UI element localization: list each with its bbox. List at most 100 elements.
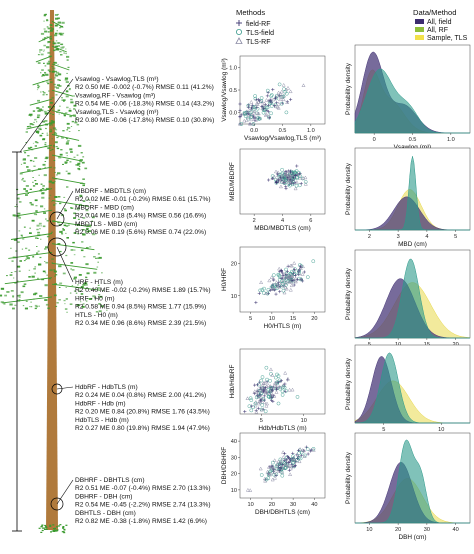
y-axis-label: Hdb/HdbRF xyxy=(229,365,236,399)
density-panel-3: 5101520H0 (m)Probability density xyxy=(345,249,471,356)
scatter-point-tls-field xyxy=(259,378,264,383)
scatter-point-tls-rf xyxy=(274,169,278,174)
foliage-dot xyxy=(36,142,39,144)
foliage-dot xyxy=(14,271,17,273)
foliage-dot xyxy=(56,136,59,139)
foliage-dot xyxy=(60,54,63,56)
foliage-dot xyxy=(25,255,29,258)
foliage-dot xyxy=(63,115,66,117)
scatter-point-tls-rf xyxy=(264,291,268,295)
x-tick-label: 10 xyxy=(301,418,307,424)
scatter-point-tls-rf xyxy=(258,388,263,392)
scatter-point-tls-field xyxy=(294,183,299,188)
scatter-point-tls-rf xyxy=(302,454,307,458)
branch xyxy=(29,98,53,106)
scatter-point-field-rf xyxy=(286,264,290,268)
annotation-ring xyxy=(47,237,67,257)
foliage-dot xyxy=(85,229,87,231)
foliage-dot xyxy=(61,232,63,234)
scatter-point-field-rf xyxy=(279,379,283,383)
branch xyxy=(23,144,53,152)
foliage-dot xyxy=(45,156,48,158)
scatter-point-field-rf xyxy=(285,270,289,274)
y-axis-label: Vsawlog/Vsawlog (m³) xyxy=(221,58,228,122)
foliage-dot xyxy=(51,124,53,126)
x-tick-label: 6 xyxy=(309,218,312,224)
foliage-dot xyxy=(29,123,33,125)
scatter-point-tls-rf xyxy=(282,178,286,183)
scatter-point-tls-rf xyxy=(269,275,274,279)
foliage-dot xyxy=(49,121,52,124)
scatter-point-field-rf xyxy=(298,264,302,268)
foliage-dot xyxy=(57,21,61,24)
methods-legend: Methods field-RF TLS-field TLS-RF xyxy=(235,8,274,46)
foliage-dot xyxy=(54,275,56,277)
scatter-point-field-rf xyxy=(296,278,300,282)
annotation-leader-line xyxy=(19,78,74,153)
scatter-point-field-rf xyxy=(298,172,302,176)
foliage-dot xyxy=(46,19,49,22)
ground-foliage xyxy=(59,524,62,526)
x-tick-label: 0.5 xyxy=(409,137,417,143)
scatter-point-tls-rf xyxy=(303,181,308,186)
scatter-point-tls-rf xyxy=(285,275,290,280)
foliage-dot xyxy=(39,49,43,51)
scatter-point-tls-rf xyxy=(292,261,297,265)
scatter-point-tls-rf xyxy=(288,287,293,292)
branch xyxy=(51,243,95,251)
foliage-dot xyxy=(47,60,51,63)
annotation-leader-line xyxy=(56,386,74,390)
foliage-dot xyxy=(38,222,42,225)
foliage-dot xyxy=(45,261,49,264)
foliage-dot xyxy=(78,165,81,167)
foliage-dot xyxy=(49,128,52,131)
foliage-dot xyxy=(43,44,46,47)
foliage-dot xyxy=(43,14,46,16)
foliage-dot xyxy=(44,272,47,274)
foliage-dot xyxy=(80,249,84,252)
foliage-dot xyxy=(36,130,40,133)
foliage-dot xyxy=(69,148,73,151)
foliage-dot xyxy=(98,310,102,313)
scatter-point-field-rf xyxy=(260,104,264,108)
scatter-point-field-rf xyxy=(255,383,259,387)
scatter-point-tls-rf xyxy=(285,376,290,381)
foliage-dot xyxy=(25,258,27,260)
foliage-dot xyxy=(59,105,61,107)
foliage-dot xyxy=(77,296,79,298)
foliage-dot xyxy=(18,201,22,203)
annotation-line: HTLS - H0 (m) xyxy=(75,312,118,319)
scatter-point-field-rf xyxy=(284,272,288,276)
foliage-dot xyxy=(57,221,60,224)
foliage-dot xyxy=(85,263,89,266)
foliage-dot xyxy=(57,196,61,198)
scatter-point-tls-field xyxy=(271,460,275,465)
foliage-dot xyxy=(63,208,66,210)
scatter-point-tls-field xyxy=(271,273,276,277)
scatter-point-tls-rf xyxy=(249,117,254,122)
scatter-point-tls-rf xyxy=(289,275,294,280)
scatter-point-field-rf xyxy=(262,394,267,398)
foliage-dot xyxy=(40,205,44,208)
foliage-dot xyxy=(58,287,61,288)
foliage-dot xyxy=(78,130,80,132)
branch xyxy=(51,177,86,185)
scatter-point-field-rf xyxy=(296,448,301,452)
foliage-dot xyxy=(33,293,36,296)
scatter-point-tls-rf xyxy=(269,465,274,469)
foliage-dot xyxy=(0,301,4,304)
scatter-point-tls-rf xyxy=(287,387,292,392)
foliage-dot xyxy=(47,27,51,30)
foliage-dot xyxy=(64,77,69,80)
scatter-point-tls-field xyxy=(239,122,244,126)
foliage-dot xyxy=(16,295,20,297)
foliage-dot xyxy=(44,299,48,301)
scatter-point-tls-rf xyxy=(289,180,294,184)
foliage-dot xyxy=(55,74,59,77)
foliage-dot xyxy=(91,220,93,222)
foliage-dot xyxy=(39,128,42,131)
foliage-dot xyxy=(51,258,54,260)
foliage-dot xyxy=(14,206,17,207)
scatter-point-tls-field xyxy=(303,180,308,184)
scatter-point-tls-field xyxy=(277,273,281,278)
